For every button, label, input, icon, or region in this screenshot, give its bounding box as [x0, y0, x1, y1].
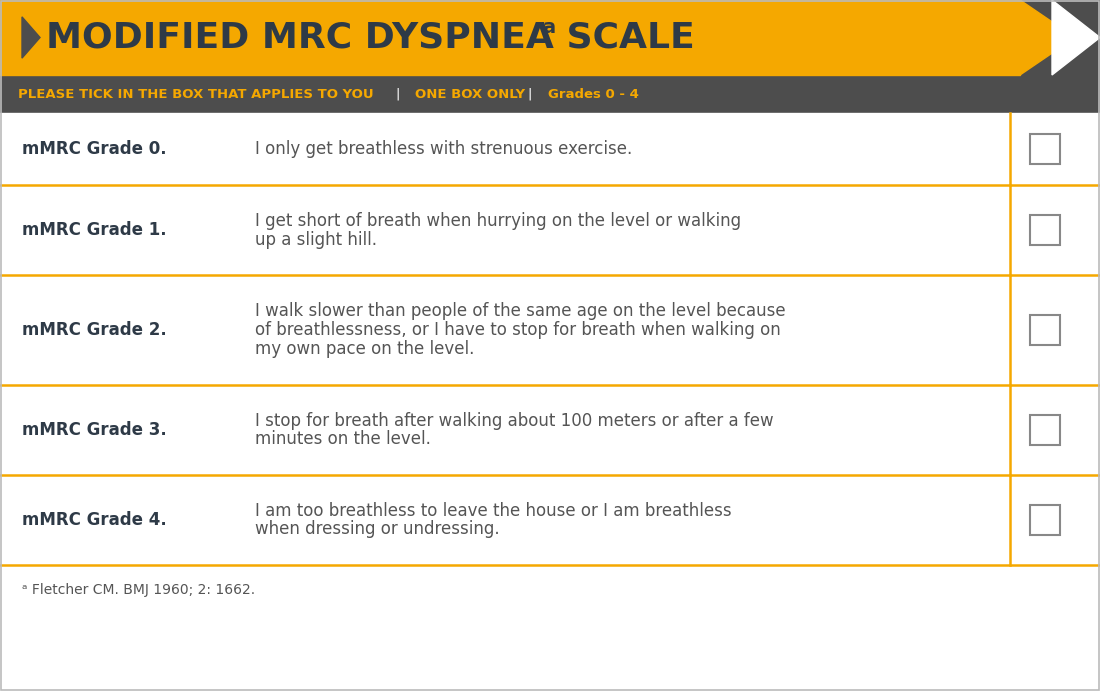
Text: minutes on the level.: minutes on the level.: [255, 430, 431, 448]
Text: |: |: [396, 88, 400, 100]
Bar: [0, 0, 1020, 75]
Polygon shape: [1052, 0, 1100, 75]
Text: I am too breathless to leave the house or I am breathless: I am too breathless to leave the house o…: [255, 502, 732, 520]
Text: when dressing or undressing.: when dressing or undressing.: [255, 520, 499, 538]
Bar: [1030, 215, 1060, 245]
Text: a: a: [542, 18, 556, 37]
Text: of breathlessness, or I have to stop for breath when walking on: of breathlessness, or I have to stop for…: [255, 321, 781, 339]
Text: MODIFIED MRC DYSPNEA SCALE: MODIFIED MRC DYSPNEA SCALE: [46, 21, 695, 55]
Text: mMRC Grade 2.: mMRC Grade 2.: [22, 321, 167, 339]
Text: mMRC Grade 1.: mMRC Grade 1.: [22, 221, 166, 239]
Bar: [0, 75, 1100, 113]
Text: |: |: [528, 88, 532, 100]
Text: I stop for breath after walking about 100 meters or after a few: I stop for breath after walking about 10…: [255, 412, 773, 430]
Text: mMRC Grade 0.: mMRC Grade 0.: [22, 140, 166, 158]
Text: ᵃ Fletcher CM. BMJ 1960; 2: 1662.: ᵃ Fletcher CM. BMJ 1960; 2: 1662.: [22, 583, 255, 597]
Polygon shape: [1020, 0, 1075, 75]
Bar: [1030, 315, 1060, 345]
Text: I walk slower than people of the same age on the level because: I walk slower than people of the same ag…: [255, 302, 785, 320]
Text: Grades 0 - 4: Grades 0 - 4: [548, 88, 639, 100]
Text: I only get breathless with strenuous exercise.: I only get breathless with strenuous exe…: [255, 140, 632, 158]
Bar: [1030, 134, 1060, 164]
Polygon shape: [22, 17, 40, 58]
Bar: [1030, 505, 1060, 535]
Text: ONE BOX ONLY: ONE BOX ONLY: [415, 88, 525, 100]
Bar: [0, 113, 1100, 691]
Text: mMRC Grade 3.: mMRC Grade 3.: [22, 421, 167, 439]
Bar: [0, 0, 1100, 75]
Text: PLEASE TICK IN THE BOX THAT APPLIES TO YOU: PLEASE TICK IN THE BOX THAT APPLIES TO Y…: [18, 88, 374, 100]
Text: mMRC Grade 4.: mMRC Grade 4.: [22, 511, 167, 529]
Text: up a slight hill.: up a slight hill.: [255, 231, 377, 249]
Text: I get short of breath when hurrying on the level or walking: I get short of breath when hurrying on t…: [255, 211, 741, 229]
Bar: [1030, 415, 1060, 445]
Text: my own pace on the level.: my own pace on the level.: [255, 340, 474, 358]
